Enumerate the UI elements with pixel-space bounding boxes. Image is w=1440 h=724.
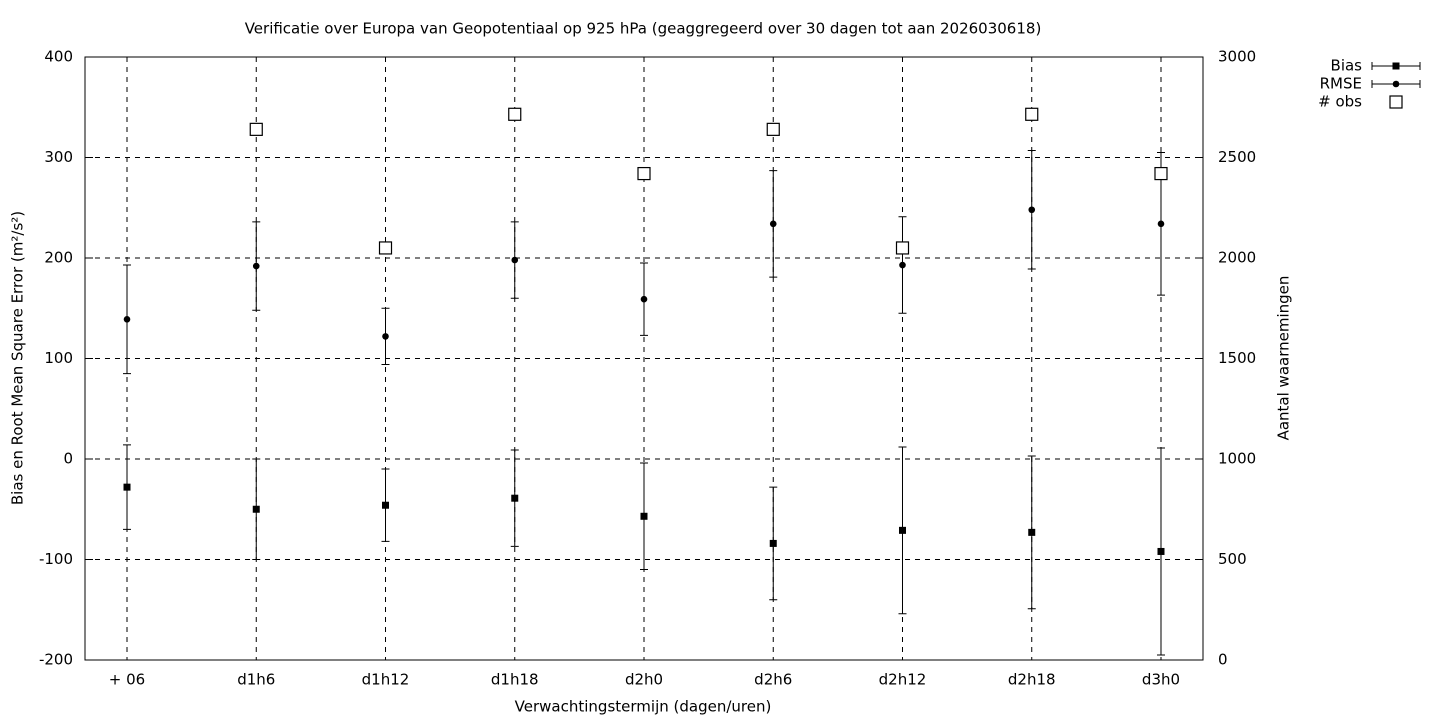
point [123, 316, 131, 323]
point [508, 107, 522, 121]
y-axis-label: Bias en Root Mean Square Error (m²/s²) [9, 211, 27, 505]
x-tick-label: d1h12 [362, 671, 410, 689]
point [123, 483, 131, 491]
point [382, 501, 390, 509]
plot-border [84, 56, 1204, 661]
x-tick-label: d1h6 [237, 671, 275, 689]
point [769, 539, 777, 547]
point [640, 295, 648, 303]
y-tick-label: 400 [44, 48, 73, 66]
x-tick-label: d3h0 [1142, 671, 1180, 689]
y2-tick-label: 0 [1218, 651, 1228, 669]
point [640, 512, 648, 520]
point [899, 261, 906, 269]
point [511, 256, 519, 264]
y-tick-label: 100 [44, 349, 73, 367]
y-tick-label: 0 [63, 450, 73, 468]
legend-marker [1392, 62, 1400, 70]
point [1028, 206, 1036, 214]
point [378, 241, 393, 255]
y2-tick-label: 2500 [1218, 148, 1256, 166]
point [249, 122, 263, 136]
legend-marker [1392, 80, 1400, 88]
point [1157, 220, 1165, 228]
point [637, 166, 651, 181]
x-tick-label: d2h0 [625, 671, 663, 689]
point [252, 505, 260, 513]
x-tick-label: + 06 [109, 671, 145, 689]
point [898, 526, 906, 534]
x-tick-label: d1h18 [491, 671, 539, 689]
legend-label: Bias [1331, 57, 1363, 75]
y-tick-label: -200 [39, 651, 73, 669]
chart-title: Verificatie over Europa van Geopotentiaa… [245, 20, 1042, 38]
point [1028, 528, 1036, 536]
y2-axis-label: Aantal waarnemingen [1275, 276, 1293, 441]
point [1025, 107, 1039, 121]
y2-tick-label: 1500 [1218, 349, 1256, 367]
point [382, 333, 389, 340]
y-tick-label: -100 [39, 550, 73, 568]
point [895, 241, 910, 255]
point [252, 262, 260, 270]
y2-tick-label: 2000 [1218, 249, 1256, 267]
legend-label: # obs [1318, 93, 1362, 111]
point [769, 220, 777, 228]
point [1157, 547, 1165, 555]
x-tick-label: d2h18 [1008, 671, 1056, 689]
y2-tick-label: 3000 [1218, 48, 1256, 66]
x-tick-label: d2h12 [879, 671, 927, 689]
legend-marker [1389, 95, 1403, 109]
legend-label: RMSE [1320, 75, 1362, 93]
y2-tick-label: 500 [1218, 550, 1247, 568]
y-tick-label: 300 [44, 148, 73, 166]
x-tick-label: d2h6 [754, 671, 792, 689]
point [766, 122, 780, 136]
point [1154, 166, 1168, 181]
point [511, 494, 519, 502]
y2-tick-label: 1000 [1218, 450, 1256, 468]
x-axis-label: Verwachtingstermijn (dagen/uren) [515, 698, 772, 716]
y-tick-label: 200 [44, 249, 73, 267]
